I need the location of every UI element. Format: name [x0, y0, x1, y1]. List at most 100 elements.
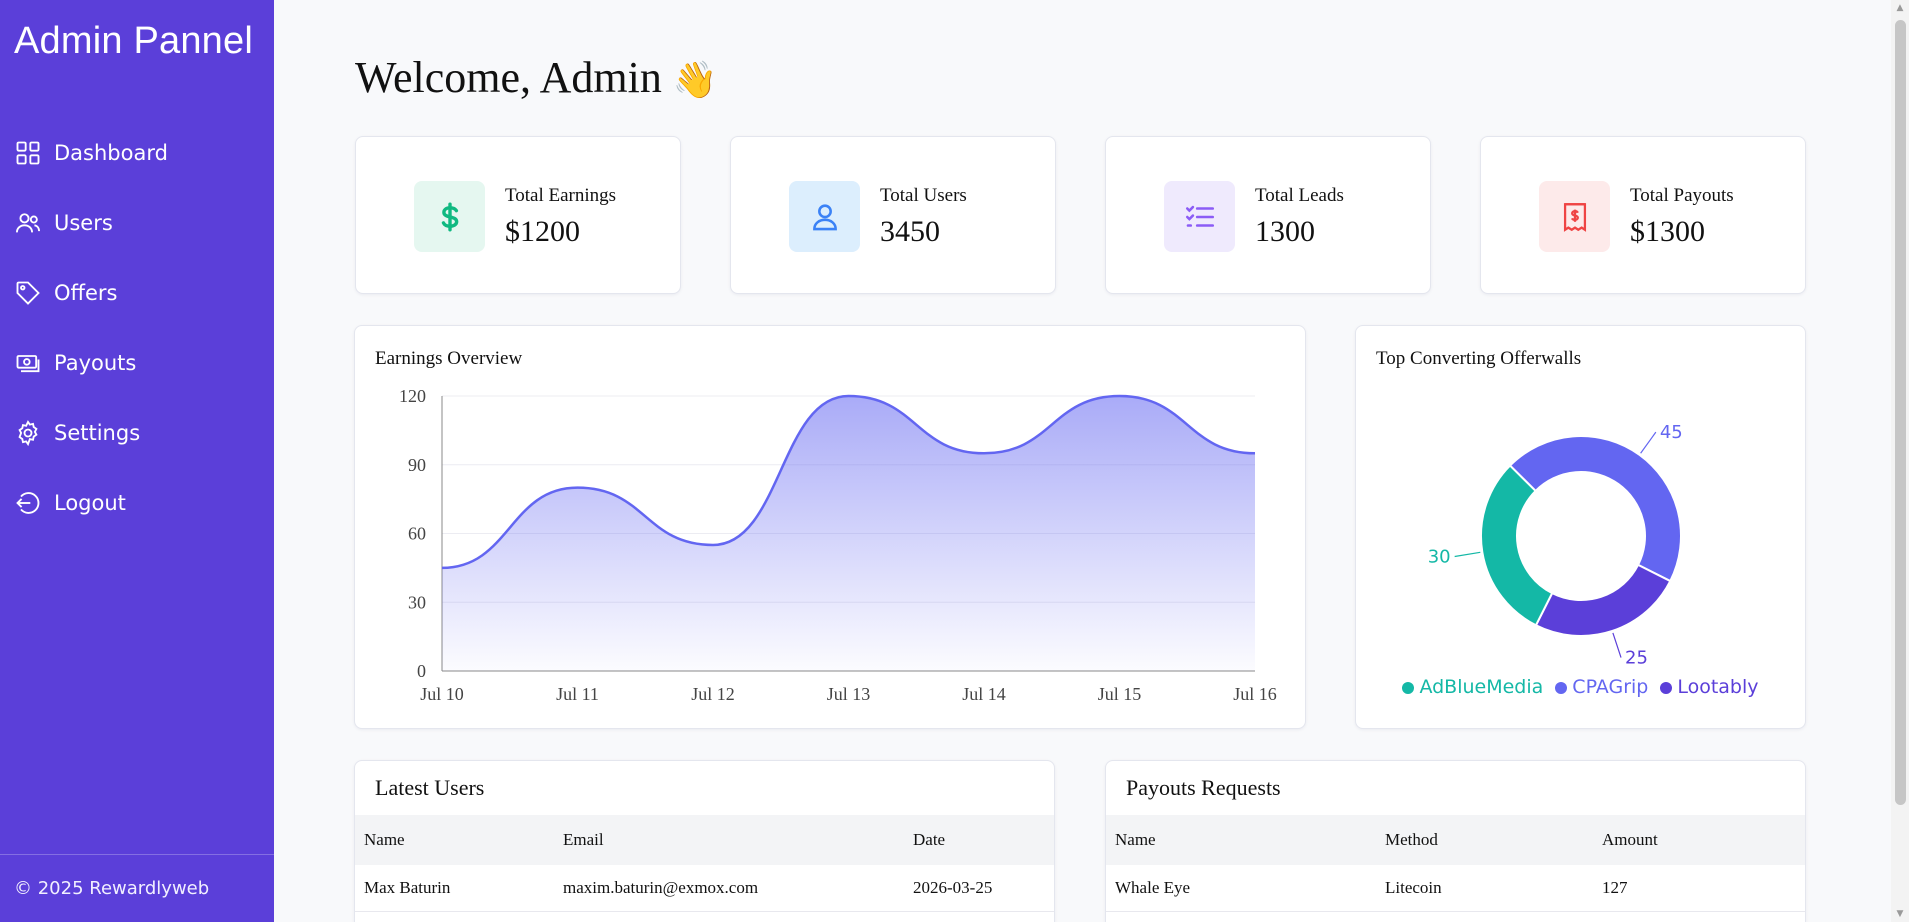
data-label: 25 [1625, 648, 1648, 669]
stat-card-users: Total Users 3450 [730, 136, 1056, 294]
x-tick-label: Jul 12 [691, 684, 735, 704]
stat-card-payouts: Total Payouts $1300 [1480, 136, 1806, 294]
sidebar-item-label: Offers [54, 281, 118, 305]
y-tick-label: 30 [408, 592, 426, 612]
x-tick-label: Jul 14 [962, 684, 1006, 704]
page-scrollbar[interactable]: ▲ ▼ [1891, 0, 1909, 922]
tag-icon [16, 281, 40, 305]
data-label: 45 [1660, 422, 1683, 443]
legend-dot [1555, 681, 1568, 694]
offerwalls-donut-chart: 45 25 30 [1428, 422, 1683, 669]
chart-legend: AdBlueMedia CPAGrip Lootably [1356, 676, 1805, 698]
gear-icon [18, 420, 38, 447]
area-fill [442, 396, 1255, 671]
logout-icon [16, 492, 40, 514]
stat-card-earnings: Total Earnings $1200 [355, 136, 681, 294]
legend-item[interactable]: AdBlueMedia [1402, 676, 1543, 698]
stat-icon-box [789, 181, 860, 252]
sidebar-item-settings[interactable]: Settings [0, 398, 274, 468]
legend-label: Lootably [1677, 676, 1759, 698]
sidebar-item-users[interactable]: Users [0, 188, 274, 258]
y-tick-label: 120 [399, 386, 426, 406]
x-tick-label: Jul 11 [556, 684, 599, 704]
table-cell: 2026-03-25 [904, 865, 1054, 912]
x-tick-label: Jul 13 [827, 684, 871, 704]
data-label-leader [1612, 632, 1622, 658]
table-title: Payouts Requests [1126, 775, 1281, 800]
receipt-dollar-icon [1563, 202, 1586, 232]
sidebar-item-label: Settings [54, 421, 141, 445]
y-tick-label: 90 [408, 455, 426, 475]
scroll-up-icon[interactable]: ▲ [1896, 3, 1904, 13]
donut-slice [1480, 464, 1554, 627]
table-header-row: Name Method Amount [1106, 815, 1805, 865]
column-header: Name [355, 815, 554, 865]
latest-users-card: Latest Users Name Email Date Max Baturin… [354, 760, 1055, 922]
payout-requests-card: Payouts Requests Name Method Amount Whal… [1105, 760, 1806, 922]
donut-slice [1534, 563, 1672, 637]
table-row[interactable]: Max Baturin maxim.baturin@exmox.com 2026… [355, 865, 1054, 912]
stat-value: 1300 [1255, 215, 1315, 248]
scrollbar-thumb[interactable] [1895, 20, 1906, 805]
legend-item[interactable]: CPAGrip [1555, 676, 1648, 698]
table-cell: maxim.baturin@exmox.com [554, 865, 904, 912]
column-header: Date [904, 815, 1054, 865]
stat-label: Total Leads [1255, 185, 1344, 206]
column-header: Amount [1593, 815, 1805, 865]
latest-users-table: Name Email Date Max Baturin maxim.baturi… [355, 815, 1054, 912]
legend-label: CPAGrip [1572, 676, 1649, 698]
stat-card-leads: Total Leads 1300 [1105, 136, 1431, 294]
stat-value: $1300 [1630, 215, 1705, 248]
scroll-down-icon[interactable]: ▼ [1896, 909, 1904, 919]
wave-emoji-icon: 👋 [672, 60, 718, 100]
table-cell: 127 [1593, 865, 1805, 912]
stat-icon-box [1164, 181, 1235, 252]
data-label-leader [1454, 551, 1481, 558]
x-tick-label: Jul 15 [1098, 684, 1142, 704]
sidebar-item-payouts[interactable]: Payouts [0, 328, 274, 398]
sidebar-nav: Dashboard Users Offers Payouts Settings … [0, 118, 274, 538]
legend-item[interactable]: Lootably [1660, 676, 1759, 698]
legend-dot [1660, 681, 1673, 694]
sidebar-item-logout[interactable]: Logout [0, 468, 274, 538]
legend-label: AdBlueMedia [1419, 676, 1544, 698]
x-tick-label: Jul 16 [1233, 684, 1277, 704]
stat-value: 3450 [880, 215, 940, 248]
stat-label: Total Users [880, 185, 967, 206]
dollar-icon [441, 202, 458, 231]
chart-title: Earnings Overview [375, 348, 523, 369]
stat-icon-box [1539, 181, 1610, 252]
users-icon [15, 213, 41, 233]
column-header: Name [1106, 815, 1376, 865]
sidebar-item-offers[interactable]: Offers [0, 258, 274, 328]
y-tick-label: 0 [417, 661, 426, 681]
table-row[interactable]: Whale Eye Litecoin 127 [1106, 865, 1805, 912]
stat-label: Total Earnings [505, 185, 617, 206]
grid-icon [16, 141, 40, 165]
money-icon [16, 355, 40, 373]
column-header: Email [554, 815, 904, 865]
x-tick-label: Jul 10 [420, 684, 464, 704]
brand-title: Admin Pannel [14, 20, 253, 62]
stat-icon-box [414, 181, 485, 252]
user-icon [812, 203, 837, 230]
sidebar: Admin Pannel Dashboard Users Offers Payo… [0, 0, 274, 922]
data-label: 30 [1428, 547, 1451, 568]
stat-label: Total Payouts [1630, 185, 1734, 206]
sidebar-item-label: Payouts [54, 351, 137, 375]
stat-value: $1200 [505, 215, 580, 248]
data-label-leader [1640, 431, 1657, 454]
sidebar-item-label: Logout [54, 491, 126, 515]
payout-requests-table: Name Method Amount Whale Eye Litecoin 12… [1106, 815, 1805, 912]
table-cell: Whale Eye [1106, 865, 1376, 912]
legend-dot [1402, 681, 1415, 694]
sidebar-item-label: Dashboard [54, 141, 168, 165]
earnings-overview-card: Earnings Overview 0 30 60 90 120 Jul 10 Jul 11… [354, 325, 1306, 729]
table-title: Latest Users [375, 775, 485, 800]
page-title: Welcome, Admin 👋 [355, 52, 718, 103]
table-cell: Max Baturin [355, 865, 554, 912]
column-header: Method [1376, 815, 1593, 865]
sidebar-item-dashboard[interactable]: Dashboard [0, 118, 274, 188]
checklist-icon [1185, 205, 1214, 227]
chart-title: Top Converting Offerwalls [1376, 348, 1582, 369]
